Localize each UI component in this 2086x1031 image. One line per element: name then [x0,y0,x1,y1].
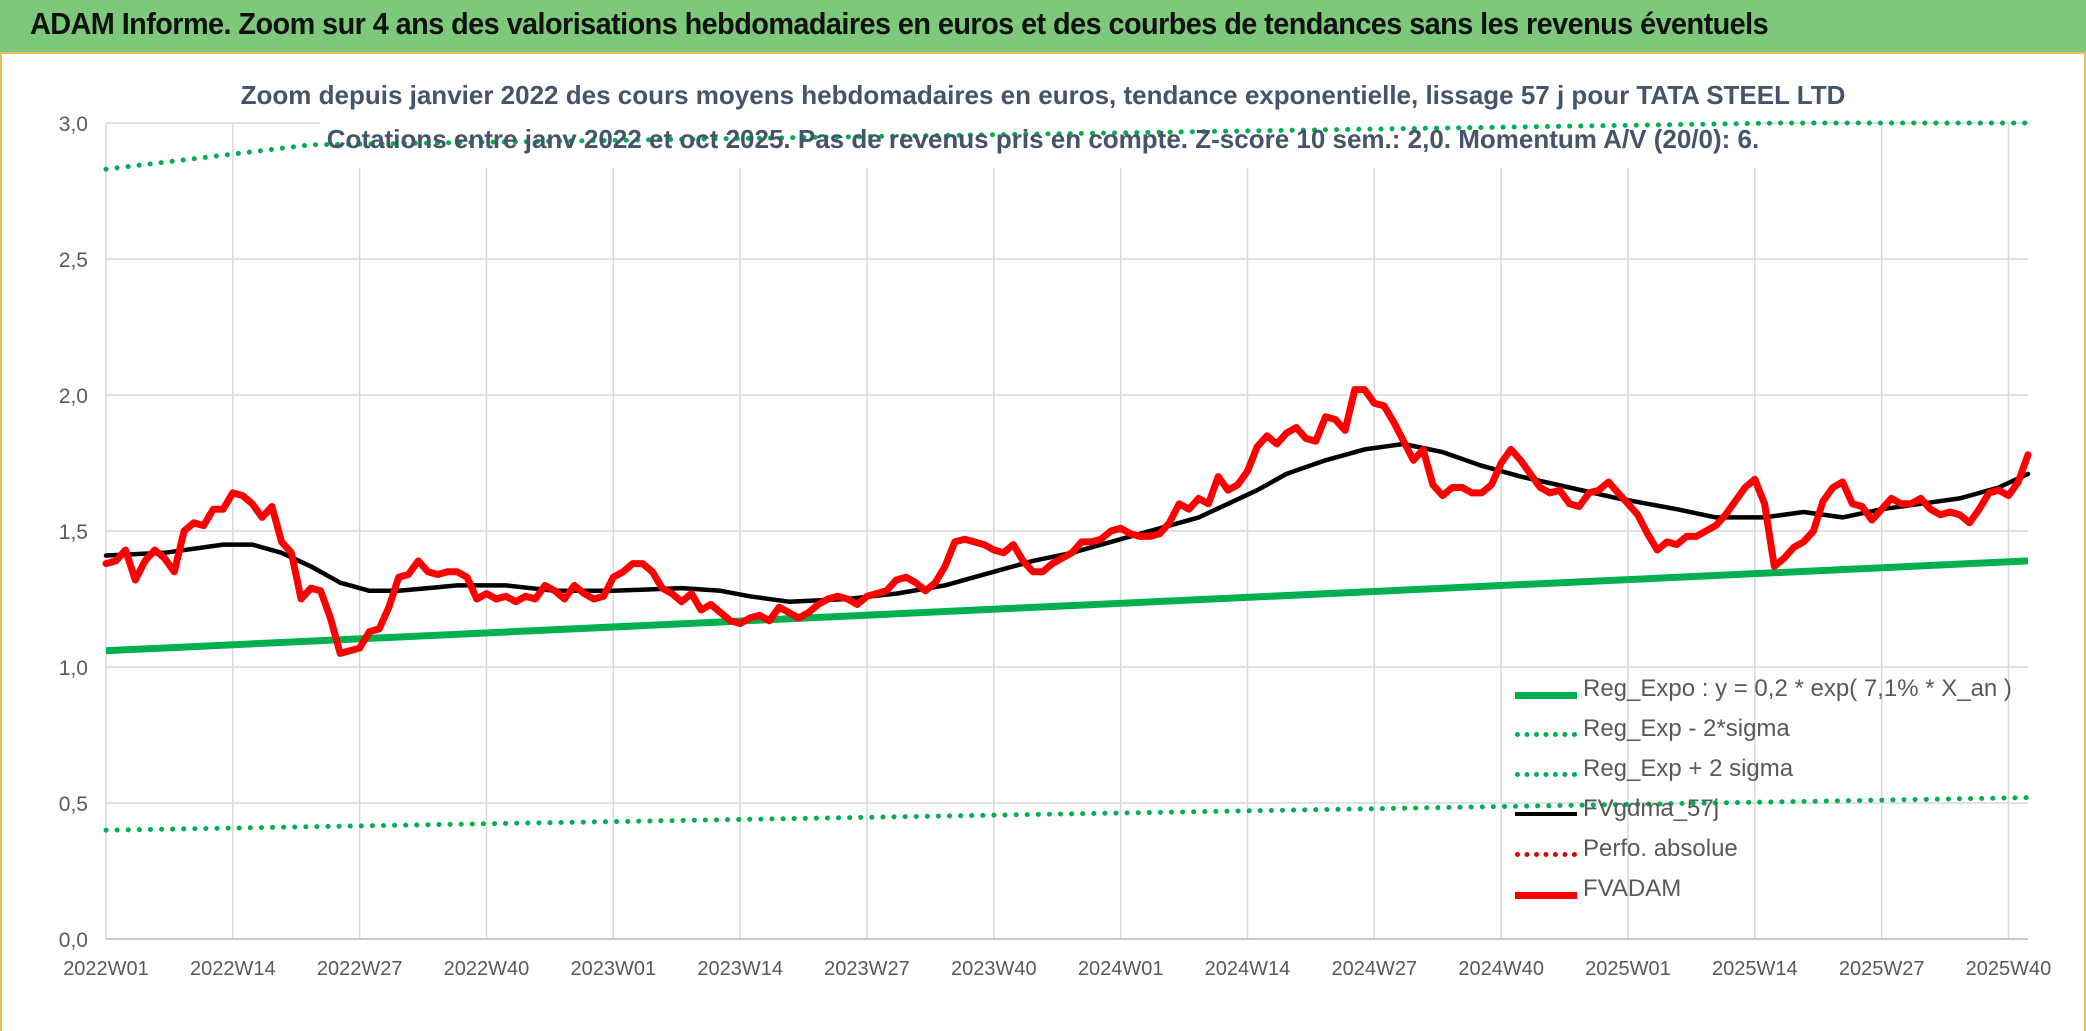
legend-label: Perfo. absolue [1583,835,1738,862]
grid-lines [105,78,2028,940]
legend-swatch [1515,772,1577,777]
chart-frame [0,54,2086,1031]
y-tick-label: 2,0 [59,385,88,408]
x-tick-label: 2025W14 [1712,958,1798,980]
series-line-2 [103,120,2031,172]
legend-label: FVADAM [1583,875,1682,902]
x-tick-label: 2024W01 [1078,958,1164,980]
series-line-0 [105,557,2029,655]
x-tick-label: 2023W27 [824,958,910,980]
x-tick-label: 2022W27 [317,958,403,980]
y-tick-label: 1,5 [59,521,88,544]
chart-subtitle: Cotations entre janv 2022 et oct 2025. P… [326,124,1760,154]
legend-item: FVgdma_57j [1515,793,2055,833]
axis-labels: 0,0 0,5 1,0 1,5 2,0 2,5 3,0 2022W01 2022W14 2022W… [59,113,2052,980]
legend-swatch [1515,812,1577,816]
chart-title: Zoom depuis janvier 2022 des cours moyen… [240,80,1846,110]
y-tick-label: 0,0 [59,929,88,952]
legend-label: Reg_Exp - 2*sigma [1583,715,1790,742]
series-line-3 [103,441,2031,604]
x-tick-label: 2023W14 [697,958,783,980]
x-tick-label: 2022W01 [63,958,149,980]
title-backdrop [320,78,1760,168]
series-line-5 [102,386,2032,657]
legend-item: FVADAM [1515,873,2055,913]
y-tick-label: 0,5 [59,793,88,816]
legend-item: Reg_Exp + 2 sigma [1515,753,2055,793]
x-tick-label: 2022W40 [444,958,530,980]
x-tick-label: 2024W40 [1458,958,1544,980]
legend-label: Reg_Exp + 2 sigma [1583,755,1794,782]
legend-label: Reg_Expo : y = 0,2 * exp( 7,1% * X_an ) [1583,675,2012,702]
legend-swatch [1515,852,1577,857]
legend-item: Perfo. absolue [1515,833,2055,873]
legend-label: FVgdma_57j [1583,795,1720,822]
x-tick-label: 2025W01 [1585,958,1671,980]
x-tick-label: 2025W27 [1839,958,1925,980]
x-tick-label: 2024W27 [1332,958,1418,980]
x-tick-label: 2025W40 [1966,958,2052,980]
x-tick-label: 2024W14 [1205,958,1291,980]
y-tick-label: 3,0 [59,113,88,136]
y-tick-label: 1,0 [59,657,88,680]
legend-item: Reg_Expo : y = 0,2 * exp( 7,1% * X_an ) [1515,673,2055,713]
series-line-1 [103,795,2031,833]
legend-item: Reg_Exp - 2*sigma [1515,713,2055,753]
x-tick-label: 2022W14 [190,958,276,980]
legend-swatch [1515,892,1577,899]
series-lines [102,120,2032,833]
x-tick-label: 2023W40 [951,958,1037,980]
x-tick-label: 2023W01 [571,958,657,980]
y-tick-label: 2,5 [59,249,88,272]
report-banner: ADAM Informe. Zoom sur 4 ans des valoris… [0,0,2086,54]
legend-swatch [1515,732,1577,737]
legend-swatch [1515,692,1577,699]
report-title: ADAM Informe. Zoom sur 4 ans des valoris… [30,6,1769,41]
